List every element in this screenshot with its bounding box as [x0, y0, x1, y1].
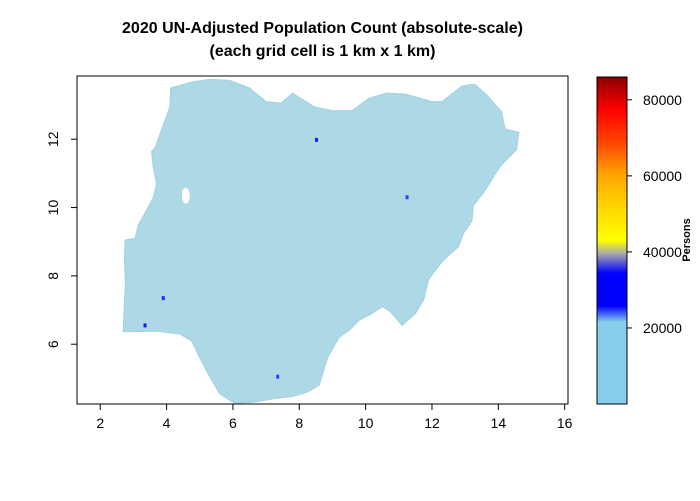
color-legend: 20000 40000 60000 80000 Persons [596, 76, 693, 405]
legend-title: Persons [681, 218, 693, 261]
y-tick-label: 8 [45, 272, 61, 280]
x-tick-label: 12 [424, 415, 440, 431]
x-tick-label: 16 [557, 415, 573, 431]
plot-border [76, 75, 569, 405]
lake-gap [181, 187, 190, 204]
legend-tick-label: 80000 [643, 92, 682, 108]
map-title-line-1: 2020 UN-Adjusted Population Count (absol… [122, 20, 523, 37]
map-panel [76, 75, 569, 405]
y-tick-label: 10 [45, 200, 61, 216]
legend-tick-label: 40000 [643, 244, 682, 260]
y-axis: 6 8 10 12 [45, 131, 77, 348]
legend-color-bar [596, 76, 628, 405]
x-tick-label: 4 [163, 415, 171, 431]
population-hotspot-port-harcourt [276, 374, 280, 379]
x-tick-label: 6 [229, 415, 237, 431]
x-tick-label: 14 [491, 415, 507, 431]
population-hotspot-kano [315, 137, 319, 142]
population-hotspot-lagos [143, 323, 147, 328]
population-hotspot-ibadan [161, 296, 165, 301]
population-hotspot-maiduguri [405, 195, 409, 200]
legend-tick-label: 60000 [643, 168, 682, 184]
legend-tick-label: 20000 [643, 320, 682, 336]
x-axis: 2 4 6 8 10 12 14 16 [96, 404, 573, 431]
x-tick-label: 2 [96, 415, 104, 431]
country-shape [122, 78, 520, 404]
x-tick-label: 8 [295, 415, 303, 431]
y-tick-label: 6 [45, 340, 61, 348]
x-tick-label: 10 [358, 415, 374, 431]
y-tick-label: 12 [45, 131, 61, 147]
map-title-line-2: (each grid cell is 1 km x 1 km) [209, 43, 436, 60]
